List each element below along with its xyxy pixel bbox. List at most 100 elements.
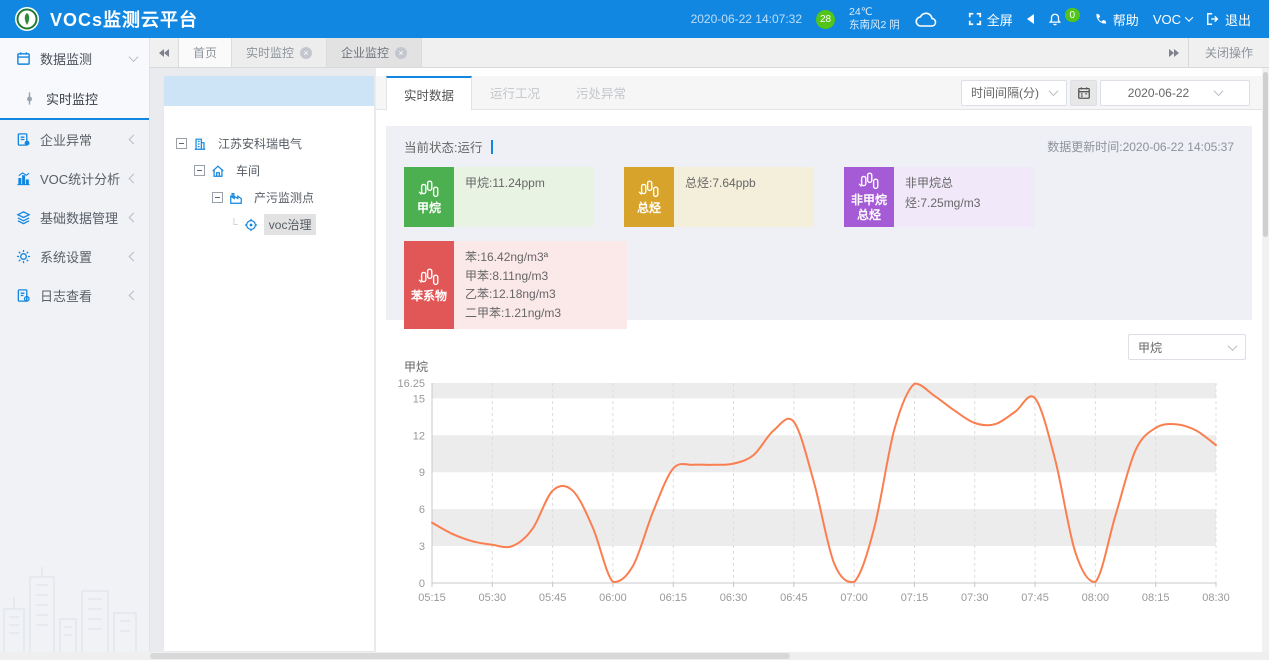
double-left-arrow-icon: [164, 48, 169, 57]
vertical-scrollbar[interactable]: [1262, 68, 1269, 652]
pollutant-cards-row: 甲烷 甲烷:11.24ppm 总烃 总烃:7.64ppb 非甲烷总烃: [404, 167, 1234, 227]
tree-node-voc-treatment[interactable]: └ voc治理: [176, 211, 366, 238]
fullscreen-button[interactable]: 全屏: [968, 10, 1013, 29]
skyline-watermark: [0, 567, 149, 654]
status-value: 运行: [457, 141, 483, 155]
pollutant-card-nmhc: 非甲烷总烃 非甲烷总烃:7.25mg/m3: [844, 167, 1034, 227]
pollutant-select[interactable]: 甲烷: [1128, 334, 1246, 360]
timeline-icon: [22, 91, 37, 106]
pollutant-cards-row: 苯系物 苯:16.42ng/m3ª 甲苯:8.11ng/m3 乙苯:12.18n…: [404, 241, 1234, 330]
help-button[interactable]: 帮助: [1094, 10, 1139, 29]
tree-header[interactable]: [164, 76, 374, 106]
weather-condition: 阴: [889, 19, 900, 31]
chevron-left-icon: [128, 134, 139, 145]
close-icon[interactable]: ×: [300, 46, 313, 59]
sidebar-item-data-monitor[interactable]: 数据监测: [0, 38, 149, 78]
svg-text:16.25: 16.25: [397, 378, 425, 390]
collapse-header-button[interactable]: [1026, 14, 1034, 24]
horizontal-scrollbar[interactable]: [0, 652, 1269, 660]
tree-node-workshop[interactable]: 车间: [176, 157, 366, 184]
chevron-left-icon: [128, 251, 139, 262]
wind: 东南风2: [849, 19, 887, 31]
interval-select[interactable]: 时间间隔(分): [961, 79, 1067, 106]
collapse-box-icon[interactable]: [194, 165, 205, 176]
monitor-icon: [418, 179, 439, 197]
content-tabs: 实时数据 运行工况 污处异常 时间间隔(分) 2020-06-22: [376, 76, 1262, 110]
date-select[interactable]: 2020-06-22: [1100, 79, 1250, 106]
svg-text:0: 0: [419, 578, 425, 590]
svg-text:07:30: 07:30: [961, 592, 989, 604]
window-tabbar: 首页 实时监控 × 企业监控 × 关闭操作: [150, 38, 1269, 68]
close-operations-button[interactable]: 关闭操作: [1187, 38, 1269, 67]
chevron-left-icon: [128, 173, 139, 184]
tab-realtime-monitor[interactable]: 实时监控 ×: [231, 38, 328, 67]
tab-home[interactable]: 首页: [178, 38, 233, 67]
svg-text:06:15: 06:15: [659, 592, 687, 604]
device-tree: 江苏安科瑞电气 车间 产污监测点 └ voc治理: [164, 106, 374, 238]
phone-icon: [1096, 13, 1107, 24]
sidebar-subitem-realtime-monitor[interactable]: 实时监控: [0, 78, 149, 118]
tab-realtime-data[interactable]: 实时数据: [386, 76, 472, 110]
app-header: VOCs监测云平台 2020-06-22 14:07:32 28 24℃ 东南风…: [0, 0, 1269, 38]
tree-corner-icon: └: [230, 218, 238, 231]
pollutant-card-methane: 甲烷 甲烷:11.24ppm: [404, 167, 594, 227]
collapse-box-icon[interactable]: [212, 192, 223, 203]
voc-menu[interactable]: VOC: [1153, 12, 1194, 27]
svg-text:06:45: 06:45: [780, 592, 808, 604]
svg-text:9: 9: [419, 467, 425, 479]
sidebar-item-log-viewer[interactable]: 日志查看: [0, 276, 149, 315]
app-title: VOCs监测云平台: [50, 10, 199, 30]
svg-text:07:15: 07:15: [901, 592, 929, 604]
bell-icon: [1048, 13, 1061, 25]
notifications-button[interactable]: 0: [1048, 8, 1080, 27]
tree-node-company[interactable]: 江苏安科瑞电气: [176, 130, 366, 157]
tree-node-emission-point[interactable]: 产污监测点: [176, 184, 366, 211]
svg-text:05:45: 05:45: [539, 592, 567, 604]
sidebar-item-enterprise-abnormal[interactable]: 企业异常: [0, 120, 149, 159]
logout-icon: [1207, 13, 1219, 25]
pollutant-card-benzene-series: 苯系物 苯:16.42ng/m3ª 甲苯:8.11ng/m3 乙苯:12.18n…: [404, 241, 627, 330]
sidebar-item-system-settings[interactable]: 系统设置: [0, 237, 149, 276]
card-value: 非甲烷总烃:7.25mg/m3: [905, 176, 981, 210]
svg-text:05:15: 05:15: [418, 592, 446, 604]
collapse-icon: [1026, 14, 1034, 24]
weather-summary: 24℃ 东南风2 阴: [849, 6, 900, 32]
cloud-icon: [915, 12, 937, 27]
svg-text:06:30: 06:30: [720, 592, 748, 604]
double-right-arrow-icon: [1173, 48, 1179, 57]
card-value: 甲苯:8.11ng/m3: [465, 268, 549, 283]
tab-enterprise-monitor[interactable]: 企业监控 ×: [326, 38, 423, 67]
workshop-icon: [211, 164, 225, 178]
layers-icon: [16, 210, 31, 225]
sidebar: 数据监测 实时监控 企业异常 VOC统计分析 基础数据管理: [0, 38, 150, 660]
close-icon[interactable]: ×: [395, 46, 408, 59]
svg-text:08:00: 08:00: [1082, 592, 1110, 604]
bar-chart-icon: [16, 171, 31, 186]
logo-icon: [15, 7, 39, 31]
status-cursor: [490, 139, 493, 154]
tab-treatment-abnormal[interactable]: 污处异常: [575, 87, 626, 101]
svg-text:05:30: 05:30: [479, 592, 507, 604]
card-value: 甲烷:11.24ppm: [465, 176, 545, 190]
svg-text:12: 12: [413, 430, 425, 442]
building-icon: [193, 137, 207, 151]
tab-operating-condition[interactable]: 运行工况: [489, 87, 540, 101]
svg-text:08:30: 08:30: [1202, 592, 1230, 604]
logout-button[interactable]: 退出: [1206, 10, 1251, 29]
sidebar-item-base-data[interactable]: 基础数据管理: [0, 198, 149, 237]
status-label: 当前状态:: [404, 141, 458, 155]
calendar-button[interactable]: [1070, 79, 1097, 106]
svg-text:07:00: 07:00: [840, 592, 868, 604]
device-tree-panel: 江苏安科瑞电气 车间 产污监测点 └ voc治理: [163, 75, 375, 652]
notification-count-badge: 0: [1064, 8, 1080, 22]
aqi-badge: 28: [816, 9, 836, 29]
sidebar-item-voc-statistics[interactable]: VOC统计分析: [0, 159, 149, 198]
alert-doc-icon: [16, 132, 31, 147]
scroll-tabs-right-button[interactable]: [1160, 38, 1188, 67]
scrollbar-thumb[interactable]: [1263, 72, 1268, 237]
realtime-status-panel: 当前状态: 运行 数据更新时间:2020-06-22 14:05:37 甲烷 甲…: [386, 126, 1252, 330]
collapse-box-icon[interactable]: [176, 138, 187, 149]
scroll-tabs-left-button[interactable]: [150, 38, 178, 67]
scrollbar-thumb[interactable]: [150, 653, 790, 659]
chevron-down-icon: [128, 51, 139, 62]
